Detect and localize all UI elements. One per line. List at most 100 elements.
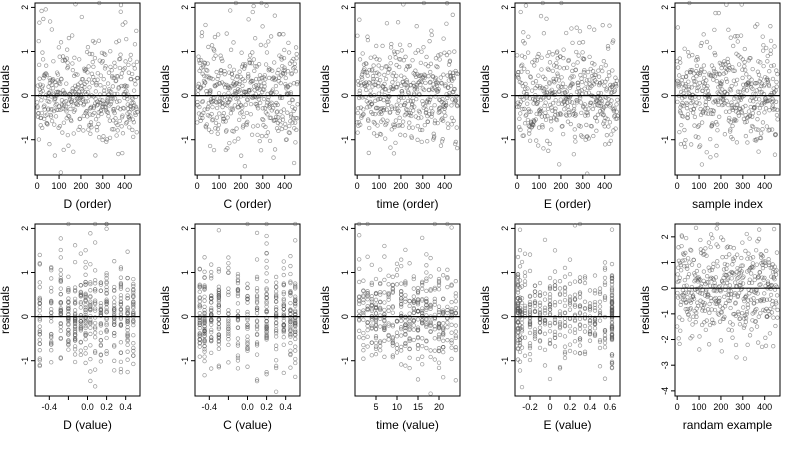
- scatter-point: [384, 21, 390, 26]
- scatter-point: [527, 345, 533, 351]
- scatter-point: [562, 334, 568, 339]
- scatter-point: [441, 321, 446, 326]
- scatter-point: [131, 341, 136, 346]
- scatter-point: [253, 64, 258, 69]
- scatter-point: [112, 343, 117, 348]
- scatter-point: [758, 135, 764, 141]
- scatter-point: [197, 317, 202, 323]
- scatter-point: [387, 55, 393, 60]
- scatter-point: [769, 282, 774, 288]
- scatter-point: [432, 299, 437, 304]
- scatter-point: [231, 92, 236, 98]
- scatter-point: [754, 306, 759, 312]
- scatter-point: [761, 48, 766, 53]
- scatter-point: [722, 261, 728, 267]
- scatter-point: [736, 275, 741, 280]
- scatter-point: [382, 277, 387, 283]
- scatter-point: [586, 136, 591, 141]
- scatter-point: [288, 119, 293, 124]
- scatter-point: [125, 310, 130, 315]
- scatter-point: [409, 113, 414, 119]
- scatter-point: [589, 124, 594, 129]
- scatter-point: [428, 348, 433, 353]
- scatter-point: [202, 313, 207, 318]
- scatter-point: [453, 310, 458, 316]
- scatter-point: [254, 377, 260, 382]
- scatter-point: [397, 123, 402, 128]
- scatter-point: [737, 316, 742, 322]
- scatter-point: [88, 369, 93, 374]
- scatter-point: [415, 137, 420, 142]
- scatter-point: [78, 328, 83, 333]
- scatter-point: [66, 347, 71, 352]
- scatter-point: [685, 256, 691, 261]
- scatter-point: [587, 24, 592, 30]
- scatter-point: [226, 333, 231, 339]
- scatter-point: [407, 338, 412, 344]
- scatter-point: [226, 360, 231, 365]
- scatter-point: [216, 346, 222, 351]
- scatter-point: [537, 303, 543, 308]
- scatter-point: [547, 60, 553, 65]
- scatter-point: [407, 261, 412, 266]
- scatter-point: [63, 104, 69, 109]
- scatter-point: [602, 333, 608, 338]
- scatter-point: [399, 302, 404, 307]
- x-tick-label: 0.4: [584, 402, 597, 412]
- scatter-point: [556, 101, 561, 106]
- scatter-point: [719, 310, 724, 315]
- scatter-point: [264, 332, 269, 337]
- scatter-point: [382, 290, 387, 295]
- scatter-point: [759, 297, 764, 302]
- scatter-point: [364, 61, 369, 66]
- scatter-point: [247, 53, 253, 58]
- scatter-point: [293, 286, 298, 291]
- scatter-point: [52, 153, 58, 158]
- scatter-point: [291, 56, 296, 62]
- scatter-point: [88, 288, 93, 293]
- scatter-point: [750, 86, 755, 91]
- scatter-point: [436, 346, 442, 351]
- y-tick-label: 1: [340, 49, 350, 54]
- y-tick-label: -1: [20, 357, 30, 365]
- scatter-point: [567, 99, 573, 104]
- scatter-point: [525, 117, 531, 123]
- scatter-point: [226, 255, 231, 260]
- scatter-point: [516, 104, 522, 109]
- x-tick-label: 200: [73, 181, 88, 191]
- scatter-point: [209, 305, 214, 311]
- scatter-point: [49, 348, 54, 353]
- scatter-point: [544, 16, 549, 21]
- scatter-point: [614, 102, 619, 107]
- scatter-point: [254, 276, 260, 282]
- scatter-point: [522, 274, 528, 279]
- scatter-point: [539, 55, 544, 60]
- scatter-point: [390, 84, 396, 89]
- scatter-point: [453, 335, 458, 341]
- scatter-point: [587, 331, 593, 336]
- y-tick-label: -1: [20, 136, 30, 144]
- scatter-point: [202, 283, 207, 288]
- scatter-point: [273, 320, 279, 325]
- scatter-point: [447, 50, 452, 55]
- scatter-point: [35, 100, 40, 105]
- scatter-point: [216, 334, 222, 339]
- scatter-point: [759, 344, 765, 350]
- scatter-point: [415, 285, 421, 291]
- scatter-point: [118, 265, 124, 270]
- scatter-point: [118, 275, 124, 280]
- scatter-point: [578, 100, 583, 105]
- scatter-point: [415, 302, 421, 307]
- scatter-point: [518, 111, 523, 116]
- scatter-point: [58, 311, 63, 316]
- scatter-point: [688, 107, 694, 113]
- scatter-point: [609, 90, 615, 95]
- y-tick-label: 1: [500, 49, 510, 54]
- scatter-point: [434, 64, 439, 69]
- y-tick-label: -1: [340, 357, 350, 365]
- scatter-point: [398, 132, 403, 137]
- scatter-point: [378, 306, 383, 312]
- scatter-point: [294, 127, 299, 133]
- scatter-point: [369, 303, 374, 309]
- scatter-point: [197, 58, 202, 63]
